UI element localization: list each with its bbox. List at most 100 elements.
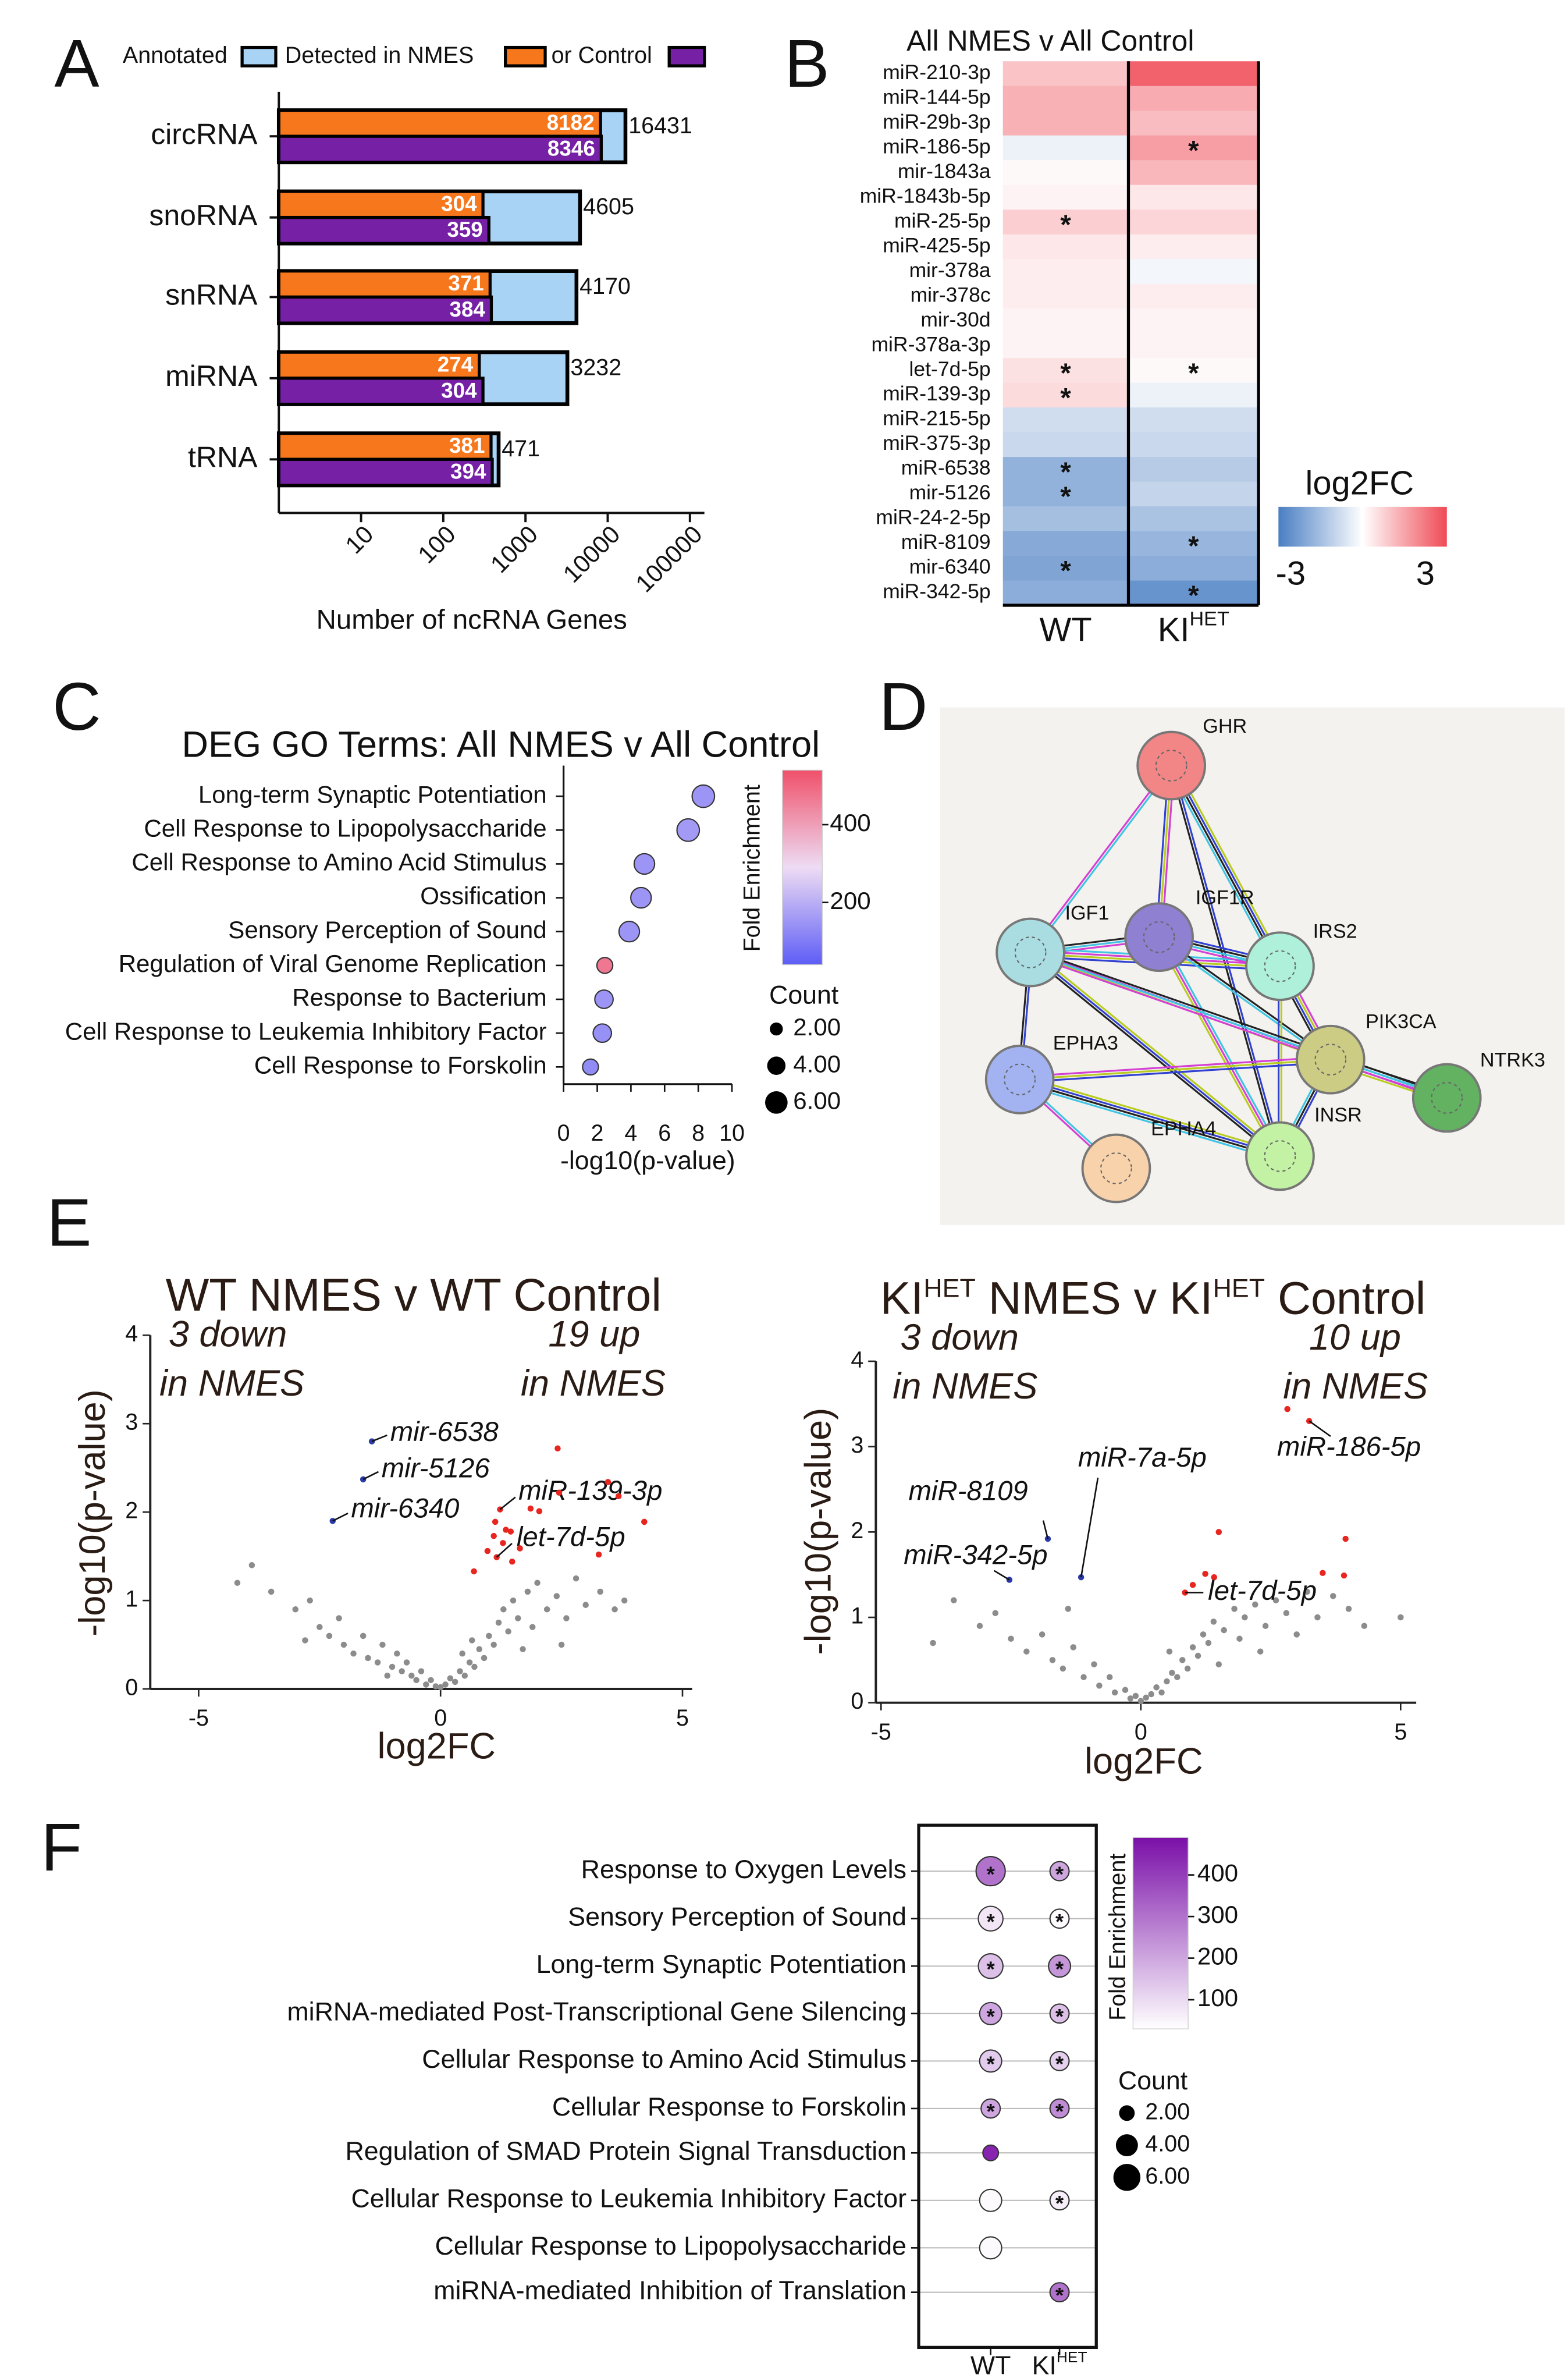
heatmap-cell [1002,308,1129,334]
row-label: miR-1843b-5p [860,184,991,207]
column-label-superscript: HET [1057,2348,1087,2366]
network-edge [1019,1077,1281,1156]
row-label: miR-378a-3p [871,332,990,356]
annotation: 19 up [548,1314,640,1355]
heatmap-cell [1002,407,1129,433]
legend-label: or Control [552,42,652,68]
network-node [1124,902,1194,973]
point [621,1597,628,1604]
point [292,1606,298,1613]
network-node-label: NTRK3 [1480,1049,1545,1071]
point [1398,1614,1404,1621]
network-edge [1159,935,1332,1060]
title-text: WT NMES v WT Control [166,1269,662,1321]
point [1284,1405,1290,1412]
heatmap-cell [1002,358,1129,384]
legend-swatch [240,45,278,68]
point [1023,1648,1030,1655]
point [597,1588,603,1595]
point [1122,1687,1129,1693]
column-label-superscript: HET [1189,608,1229,630]
panel-label: B [784,26,829,101]
heatmap-cell [1002,556,1129,581]
colorbar-tick-label: 400 [830,809,870,836]
x-tick-label: 5 [1394,1719,1407,1745]
heatmap-cell [1128,457,1259,482]
x-tick-label: 10 [719,1120,745,1146]
point [524,1588,531,1595]
point [408,1672,415,1679]
point [1127,1695,1134,1702]
network-edge [1167,767,1278,969]
point-label: miR-139-3p [518,1475,662,1506]
colorbar [782,769,823,966]
x-tick-label: -5 [189,1705,209,1731]
annotation: in NMES [521,1363,666,1404]
row-label: mir-378c [911,283,991,306]
point [505,1628,511,1635]
point [553,1593,560,1599]
network-node-label: IGF1 [1065,902,1109,924]
point [302,1637,308,1644]
heatmap-cell [1002,333,1129,359]
point [1242,1614,1248,1621]
point [605,1479,611,1485]
point [317,1624,323,1630]
point [484,1548,491,1554]
x-tick-label: 6 [658,1120,671,1146]
point [1059,1665,1066,1672]
point [1070,1644,1076,1651]
category-label: Cellular Response to Forskolin [552,2093,906,2121]
x-axis-label: log2FC [378,1726,496,1766]
network-node-inner [1314,1044,1347,1076]
network-node [1245,1121,1315,1191]
point [447,1675,454,1682]
heatmap-cell [1002,506,1129,532]
point [1210,1619,1217,1625]
category-label: Ossification [420,882,546,910]
point [1049,1657,1056,1663]
point [394,1650,400,1657]
significance-star: * [1055,1910,1064,1933]
colorbar-tick-label: 3 [1416,555,1435,592]
point [509,1558,515,1565]
point [641,1518,648,1525]
point [234,1580,241,1586]
significance-star: * [1060,556,1071,587]
point [1200,1631,1207,1638]
heatmap-cell [1128,382,1259,408]
value-label: 359 [447,218,482,242]
size-legend-dot [1115,2134,1138,2157]
panel-label: D [879,669,928,744]
significance-star: * [1055,1862,1064,1886]
row-label: mir-5126 [909,481,991,504]
dot [1049,1861,1070,1882]
colorbar-tick-label: 400 [1197,1859,1238,1887]
dot [977,1953,1004,1979]
colorbar-label: log2FC [1305,464,1414,502]
network-node [1081,1133,1151,1204]
point [951,1597,957,1603]
point [248,1562,255,1568]
heatmap-cell [1002,259,1129,285]
network-node [1136,730,1207,801]
heatmap-cell [1128,135,1259,161]
label-leader [499,1496,516,1510]
point [930,1639,936,1646]
column-label: KIHET [1158,608,1229,649]
bubble [676,818,701,842]
row-label: mir-378a [909,258,991,282]
network-node-inner [1014,936,1047,968]
significance-star: * [1055,2004,1064,2028]
value-label: 274 [438,353,474,377]
value-label: 4170 [579,274,631,299]
category-label: tRNA [188,441,258,474]
value-label: 8182 [547,111,595,134]
legend-label: Detected in NMES [285,42,474,68]
point [1044,1535,1051,1542]
bubble [691,784,716,808]
point-label: mir-5126 [382,1453,490,1484]
category-label: Cellular Response to Amino Acid Stimulus [422,2045,906,2074]
column-label-text: KI [1158,612,1190,649]
point [1189,1582,1196,1588]
